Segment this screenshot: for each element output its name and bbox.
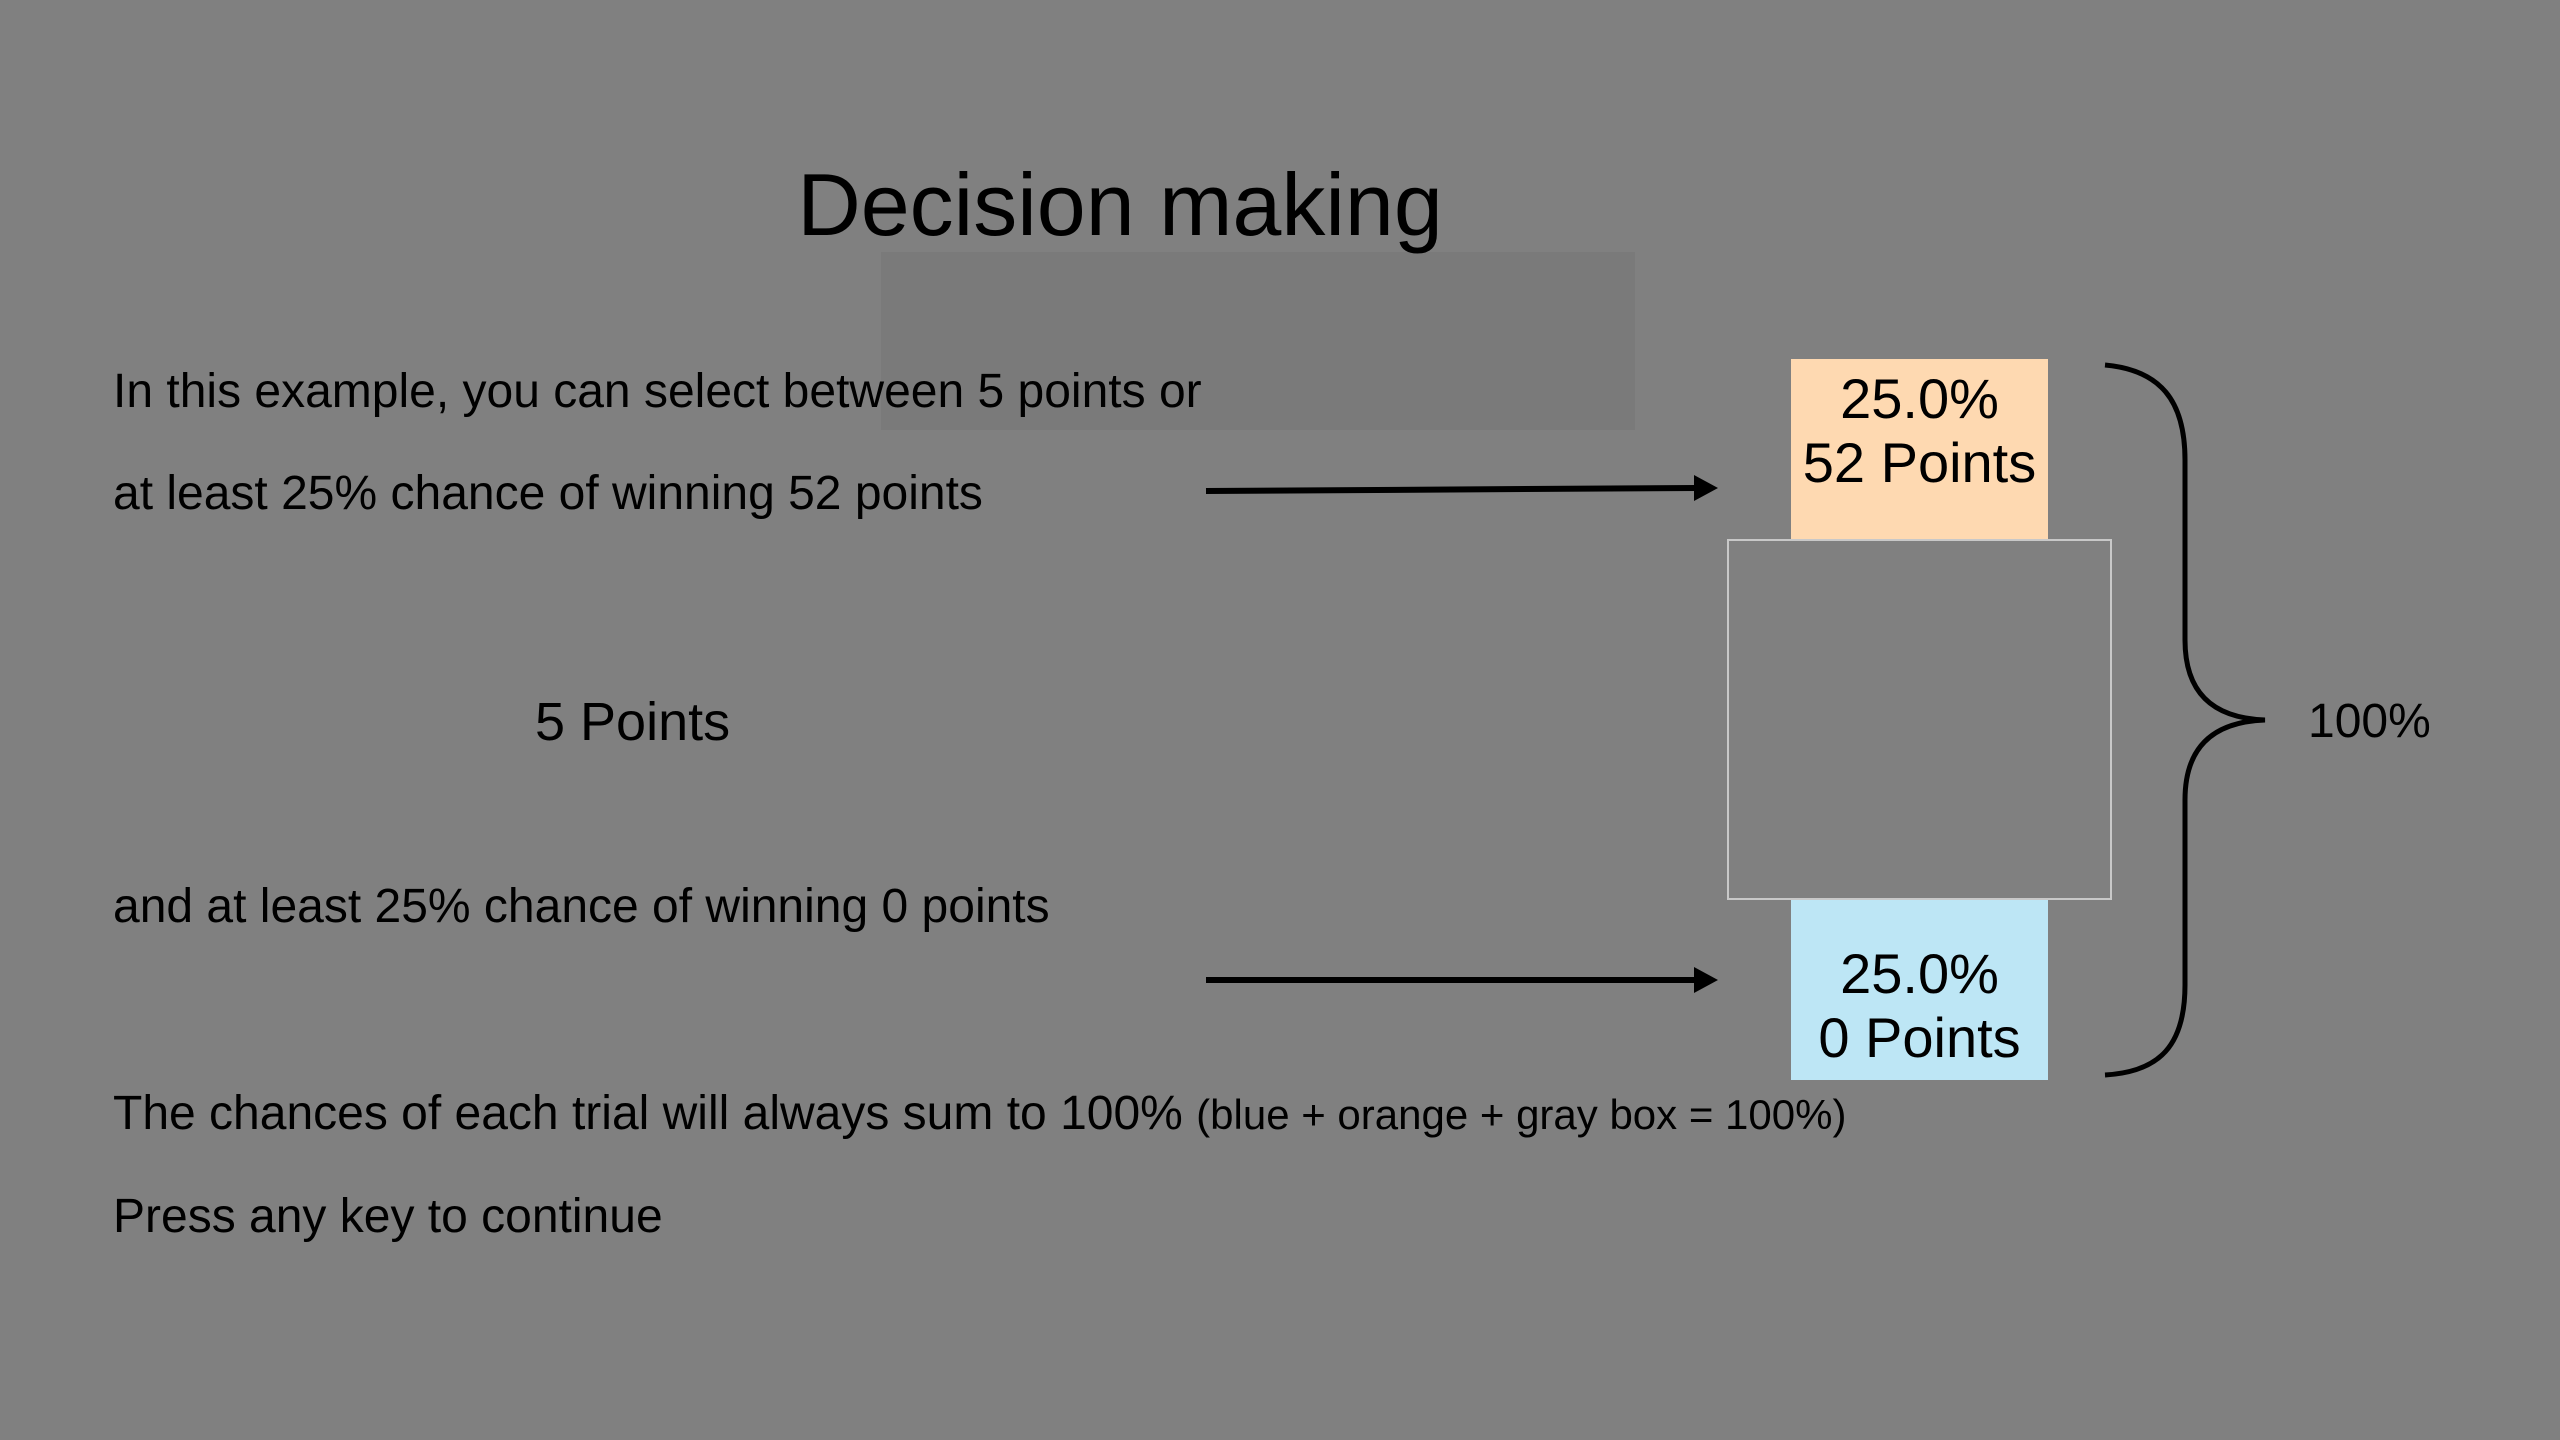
arrow-right-icon (1205, 475, 1718, 501)
instruction-line-1: In this example, you can select between … (113, 365, 1202, 418)
gray-probability-box (1727, 539, 2112, 900)
sum-rule-note: (blue + orange + gray box = 100%) (1196, 1091, 1847, 1138)
sum-rule-text: The chances of each trial will always su… (113, 1087, 1183, 1140)
win-outcome-box: 25.0% 52 Points (1791, 359, 2048, 539)
lose-percent: 25.0% (1840, 942, 1999, 1005)
instruction-line-4: The chances of each trial will always su… (113, 1084, 1846, 1145)
page-title: Decision making (797, 155, 1443, 254)
curly-brace-icon (2104, 362, 2266, 1078)
lose-points: 0 Points (1818, 1006, 2021, 1069)
sure-option-label: 5 Points (535, 692, 731, 752)
win-points: 52 Points (1802, 431, 2037, 494)
win-percent: 25.0% (1840, 367, 1999, 430)
instruction-line-2: at least 25% chance of winning 52 points (113, 467, 983, 520)
lose-outcome-box: 25.0% 0 Points (1791, 900, 2048, 1080)
total-percent-label: 100% (2308, 695, 2431, 748)
continue-prompt: Press any key to continue (113, 1190, 663, 1243)
instruction-line-3: and at least 25% chance of winning 0 poi… (113, 880, 1050, 933)
arrow-right-icon (1206, 967, 1718, 993)
title-backdrop (881, 252, 1635, 430)
